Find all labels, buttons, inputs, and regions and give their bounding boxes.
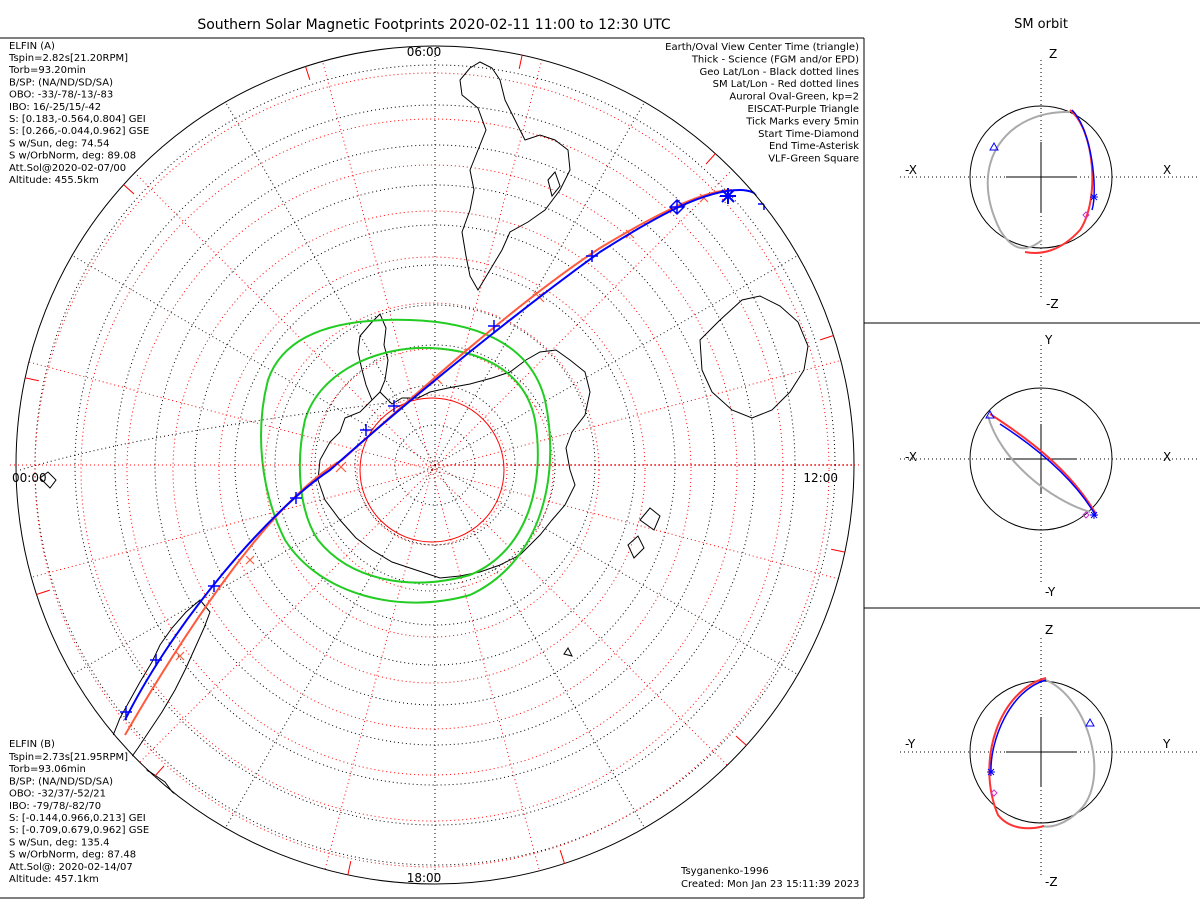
info-line: IBO: -79/78/-82/70 [9,801,101,812]
info-line: S w/Sun, deg: 74.54 [9,138,109,149]
info-line: S: [-0.144,0.966,0.213] GEI [9,813,146,824]
elfin-a-info: ELFIN (A) Tspin=2.82s[21.20RPM]Torb=93.2… [8,41,149,186]
legend-entry: Tick Marks every 5min [745,116,859,127]
panel2-bottom: -Y [1045,585,1056,599]
legend-entry: Geo Lat/Lon - Black dotted lines [700,67,859,78]
elfin-a-track [120,188,773,721]
info-line: Tspin=2.73s[21.95RPM] [8,752,128,763]
info-line: S w/Sun, deg: 135.4 [9,837,109,848]
info-line: Torb=93.20min [8,65,86,76]
info-line: S w/OrbNorm, deg: 89.08 [9,151,136,162]
info-line: B/SP: (NA/ND/SD/SA) [9,77,113,88]
polar-map-panel: 06:00 00:00 12:00 18:00 [0,37,865,899]
legend-entry: Auroral Oval-Green, kp=2 [729,92,859,103]
panel3-bottom: -Z [1045,875,1058,889]
hour-label-bottom: 18:00 [407,871,442,885]
panel1-left: -X [905,163,917,177]
model-label: Tsyganenko-1996 [680,866,769,877]
sm-grid-lines [15,45,855,885]
panel3-top: Z [1045,623,1053,637]
legend: Earth/Oval View Center Time (triangle)Th… [665,42,859,165]
elfin-b-info: ELFIN (B) Tspin=2.73s[21.95RPM]Torb=93.0… [8,739,149,885]
panel2-right: X [1163,450,1171,464]
info-line: B/SP: (NA/ND/SD/SA) [9,776,113,787]
info-line: S: [0.266,-0.044,0.962] GSE [9,126,149,137]
panel3-left: -Y [905,737,916,751]
info-line: OBO: -33/-78/-13/-83 [9,90,113,101]
info-line: S w/OrbNorm, deg: 87.48 [9,850,136,861]
orbit-title: SM orbit [1014,17,1068,32]
panel2-top: Y [1044,333,1053,347]
info-line: IBO: 16/-25/15/-42 [9,102,101,113]
info-line: Tspin=2.82s[21.20RPM] [8,53,128,64]
panel3-right: Y [1162,737,1171,751]
legend-entry: Start Time-Diamond [758,129,859,140]
legend-entry: Earth/Oval View Center Time (triangle) [665,42,859,53]
orbit-panel-yz: Z -Z -Y Y [900,623,1200,889]
legend-entry: EISCAT-Purple Triangle [748,104,860,115]
hour-label-top: 06:00 [407,45,442,59]
info-line: Altitude: 455.5km [9,175,99,186]
hour-labels: 06:00 00:00 12:00 18:00 [12,45,838,885]
panel2-left: -X [905,450,917,464]
hour-label-right: 12:00 [803,471,838,485]
info-line: Att.Sol@2020-02-07/00 [9,163,126,174]
legend-entry: End Time-Asterisk [769,141,859,152]
hour-label-left: 00:00 [12,471,47,485]
panel1-top: Z [1049,47,1057,61]
panel1-bottom: -Z [1046,297,1059,311]
info-line: S: [-0.709,0.679,0.962] GSE [9,825,149,836]
elfin-b-name: ELFIN (B) [9,739,55,750]
info-line: Torb=93.06min [8,764,86,775]
elfin-a-name: ELFIN (A) [9,41,55,52]
legend-entry: VLF-Green Square [768,154,859,165]
geo-grid-lines [15,45,855,885]
orbit-panel-xy: Y -Y -X X [900,333,1200,599]
info-line: Altitude: 457.1km [9,874,99,885]
legend-entry: SM Lat/Lon - Red dotted lines [713,79,859,90]
panel1-right: X [1163,163,1171,177]
info-line: Att.Sol@: 2020-02-14/07 [9,862,133,873]
coastlines [39,61,809,881]
legend-entry: Thick - Science (FGM and/or EPD) [691,54,859,65]
auroral-oval [260,318,552,604]
created-label: Created: Mon Jan 23 15:11:39 2023 [681,879,859,890]
main-title: Southern Solar Magnetic Footprints 2020-… [197,17,671,33]
orbit-panel-xz: Z -Z -X X [900,47,1200,311]
info-line: S: [0.183,-0.564,0.804] GEI [9,114,146,125]
info-line: OBO: -32/37/-52/21 [9,789,106,800]
elfin-b-track [124,189,733,736]
